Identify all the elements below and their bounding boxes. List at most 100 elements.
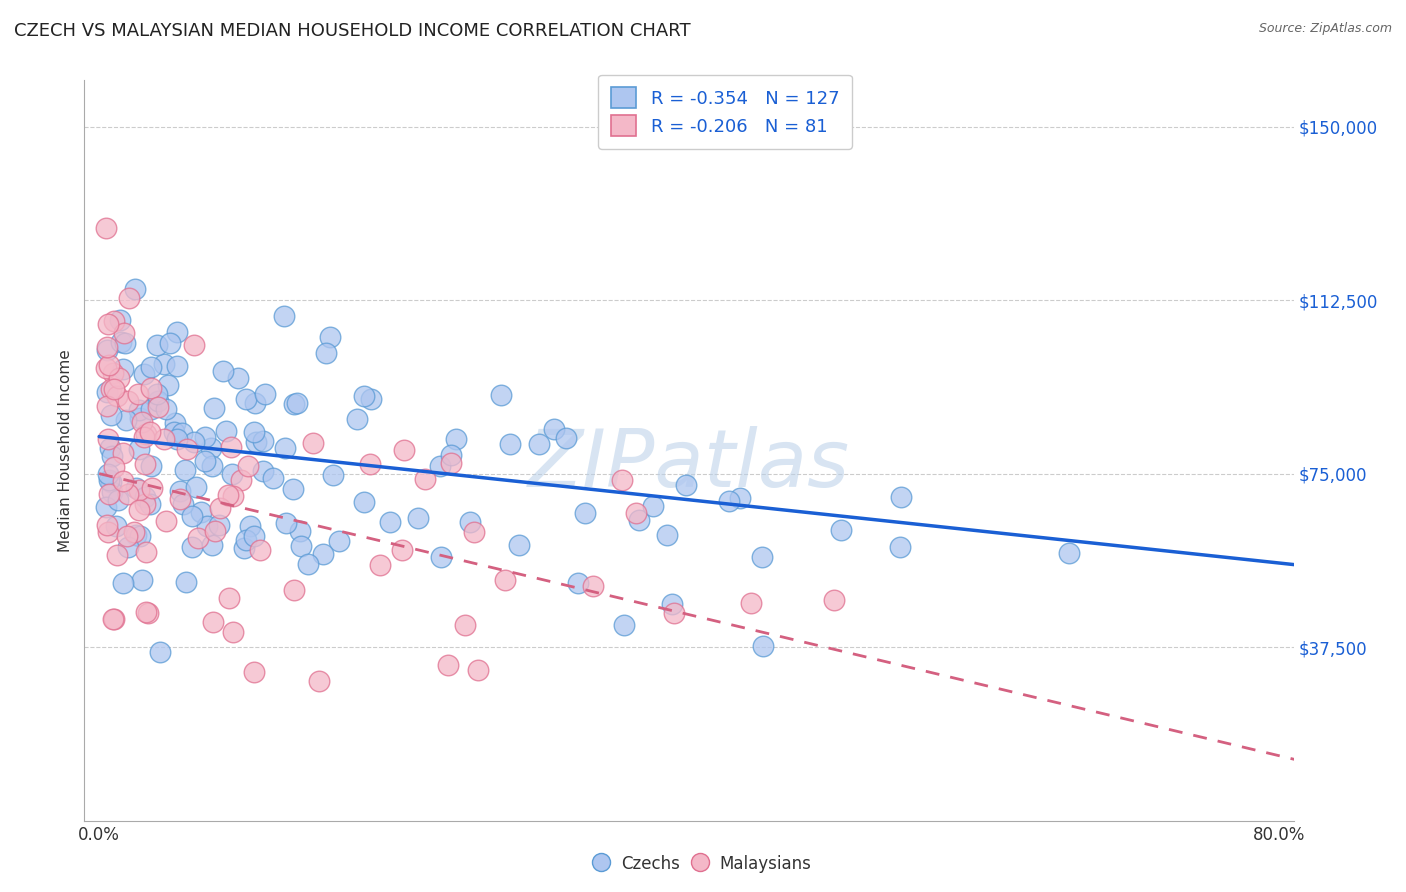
Point xyxy=(302,435,325,450)
Point xyxy=(315,346,337,360)
Point xyxy=(322,468,344,483)
Point xyxy=(134,497,156,511)
Point xyxy=(100,475,122,490)
Point xyxy=(222,625,245,640)
Point xyxy=(139,496,162,510)
Point xyxy=(359,457,381,471)
Point xyxy=(200,442,222,456)
Point xyxy=(194,454,217,468)
Point xyxy=(103,314,125,328)
Point xyxy=(96,360,118,375)
Point xyxy=(122,524,145,539)
Point xyxy=(125,481,148,495)
Point xyxy=(499,436,522,450)
Point xyxy=(125,528,148,542)
Point xyxy=(135,427,157,442)
Point xyxy=(408,511,430,525)
Point xyxy=(98,486,121,500)
Point xyxy=(201,459,224,474)
Point xyxy=(169,483,191,498)
Point xyxy=(110,334,132,349)
Point xyxy=(110,313,132,327)
Point xyxy=(97,467,120,481)
Point xyxy=(101,612,124,626)
Point xyxy=(218,591,240,605)
Y-axis label: Median Household Income: Median Household Income xyxy=(58,349,73,552)
Point xyxy=(283,483,305,497)
Point xyxy=(153,432,176,446)
Point xyxy=(245,435,267,450)
Point xyxy=(132,368,155,382)
Point xyxy=(105,518,128,533)
Point xyxy=(157,377,180,392)
Point xyxy=(100,382,122,396)
Point xyxy=(115,529,138,543)
Point xyxy=(273,441,295,455)
Point xyxy=(823,593,845,607)
Point xyxy=(318,330,340,344)
Point xyxy=(101,484,124,499)
Point xyxy=(231,473,253,487)
Point xyxy=(641,499,664,513)
Point xyxy=(360,392,382,407)
Point xyxy=(290,539,312,553)
Point xyxy=(460,516,482,530)
Point xyxy=(101,450,124,464)
Point xyxy=(103,612,125,626)
Point xyxy=(97,524,120,539)
Point xyxy=(249,543,271,558)
Point xyxy=(430,549,453,564)
Point xyxy=(890,491,912,505)
Point xyxy=(236,459,259,474)
Point xyxy=(183,338,205,352)
Point xyxy=(183,435,205,450)
Point xyxy=(139,359,162,374)
Point xyxy=(262,471,284,485)
Point xyxy=(172,426,194,441)
Point xyxy=(114,336,136,351)
Point xyxy=(112,326,135,341)
Point xyxy=(187,531,209,545)
Point xyxy=(98,358,121,372)
Point xyxy=(353,389,375,403)
Point xyxy=(103,459,125,474)
Point xyxy=(135,545,157,559)
Point xyxy=(467,663,489,677)
Point xyxy=(108,371,131,385)
Point xyxy=(134,457,156,471)
Point xyxy=(136,606,159,620)
Point xyxy=(242,665,264,679)
Point xyxy=(429,458,451,473)
Point xyxy=(353,494,375,508)
Point xyxy=(131,573,153,587)
Point xyxy=(141,481,163,495)
Point xyxy=(139,402,162,417)
Point xyxy=(454,617,477,632)
Point xyxy=(153,357,176,371)
Point xyxy=(128,483,150,497)
Point xyxy=(166,359,188,373)
Point xyxy=(368,558,391,572)
Point xyxy=(155,514,177,528)
Point xyxy=(752,639,775,653)
Point xyxy=(613,617,636,632)
Point xyxy=(97,318,120,332)
Point xyxy=(730,491,752,505)
Point xyxy=(98,441,121,455)
Point xyxy=(111,575,134,590)
Point xyxy=(180,509,202,524)
Point xyxy=(226,371,249,385)
Point xyxy=(297,557,319,571)
Point xyxy=(128,502,150,516)
Point xyxy=(273,309,295,323)
Point xyxy=(627,513,650,527)
Point xyxy=(543,422,565,436)
Point xyxy=(212,364,235,378)
Point xyxy=(111,474,134,488)
Point xyxy=(444,433,467,447)
Point xyxy=(204,524,226,539)
Point xyxy=(180,540,202,554)
Point xyxy=(657,528,679,542)
Point xyxy=(202,401,225,416)
Point xyxy=(107,493,129,508)
